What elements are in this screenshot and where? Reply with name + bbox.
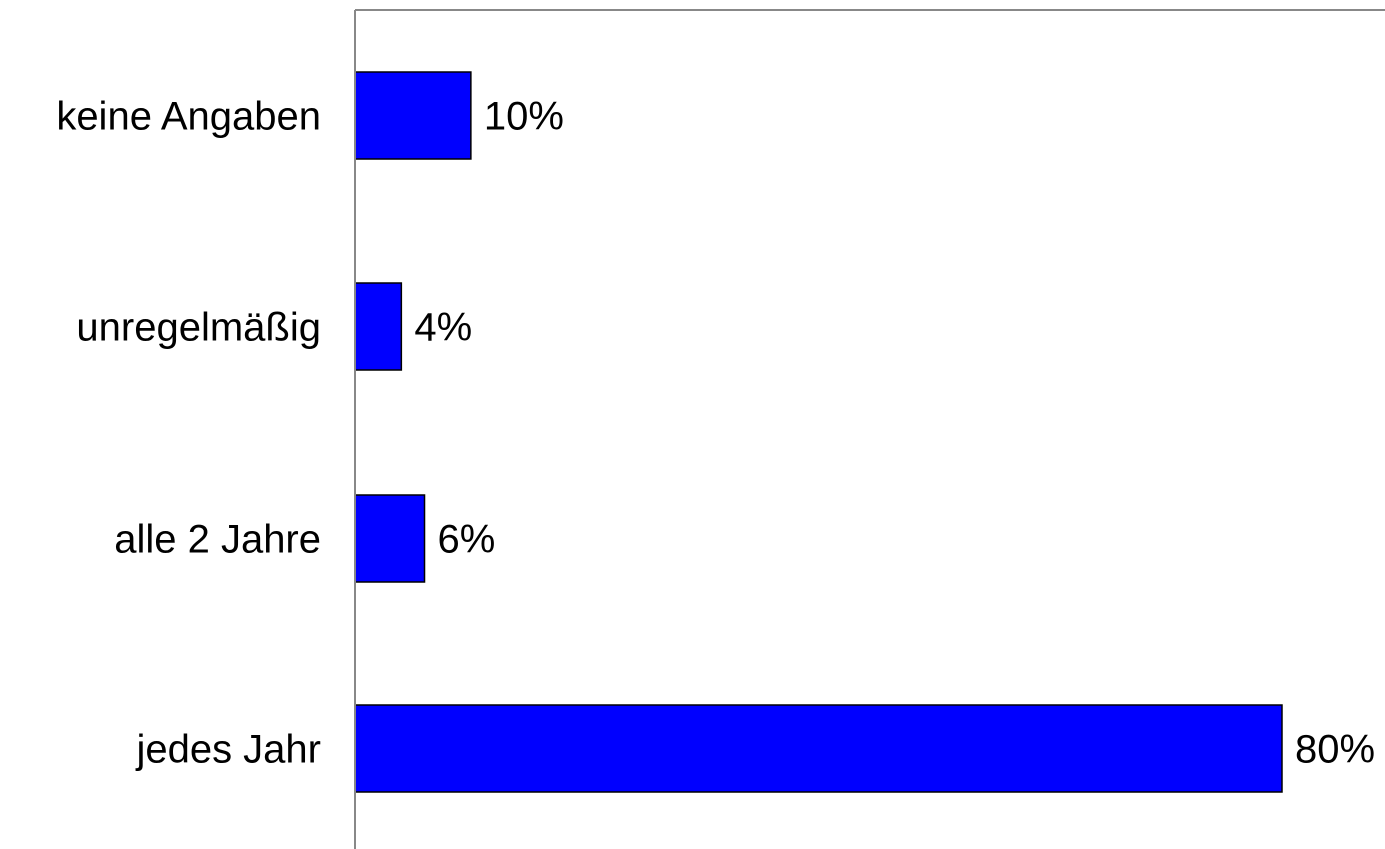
bar — [354, 282, 403, 371]
category-label: alle 2 Jahre — [114, 518, 321, 562]
bar — [354, 704, 1283, 793]
value-label: 4% — [414, 306, 472, 350]
plot-area: keine Angaben 10% unregelmäßig 4% alle 2 Jah… — [56, 9, 1385, 849]
bar — [354, 71, 472, 160]
bar — [354, 494, 426, 583]
category-label: jedes Jahr — [135, 728, 321, 772]
value-label: 6% — [438, 518, 496, 562]
category-label: keine Angaben — [56, 95, 321, 139]
category-label: unregelmäßig — [76, 306, 321, 350]
value-label: 80% — [1295, 728, 1375, 772]
value-label: 10% — [484, 95, 564, 139]
